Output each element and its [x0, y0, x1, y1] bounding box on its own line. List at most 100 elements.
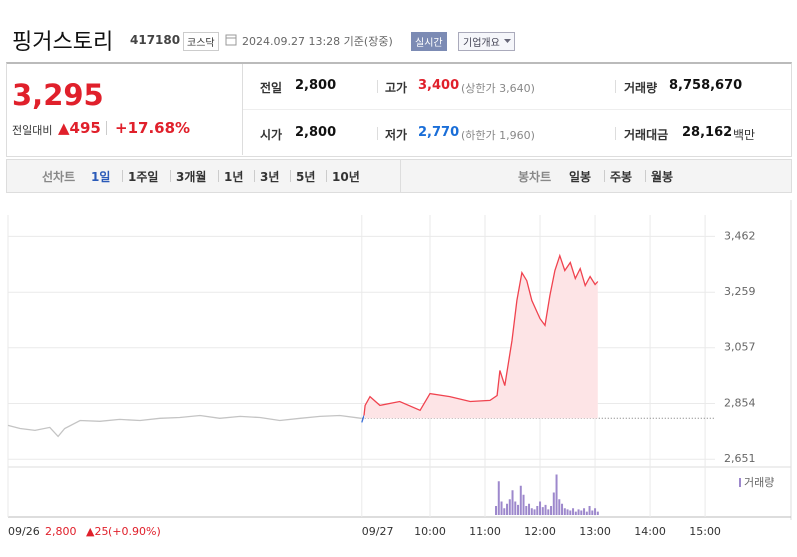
- stat-label: 시가: [260, 128, 283, 142]
- realtime-badge[interactable]: 실시간: [411, 32, 447, 51]
- legend-swatch: [739, 478, 741, 487]
- tab-bar: [6, 159, 792, 193]
- change-label: 전일대비: [12, 124, 53, 137]
- tab[interactable]: 3년: [260, 170, 280, 184]
- separator: [615, 80, 616, 93]
- line: [7, 414, 362, 438]
- volume-bar: [566, 509, 569, 515]
- tab[interactable]: 5년: [296, 170, 316, 184]
- volume-bar: [563, 508, 566, 515]
- separator: [645, 170, 646, 182]
- volume-bar: [506, 503, 509, 515]
- stat-value: 2,770: [418, 125, 460, 140]
- separator: [615, 127, 616, 140]
- legend-label: 거래량: [744, 476, 774, 489]
- volume-bar: [574, 511, 577, 515]
- volume-bar: [596, 511, 599, 515]
- volume-bar: [583, 508, 586, 515]
- divider: [243, 109, 791, 110]
- stat-label: 저가: [385, 128, 408, 142]
- y-tick-label: 3,462: [724, 229, 756, 242]
- volume-bar: [585, 511, 588, 515]
- line: [363, 253, 599, 416]
- stat-note: (하한가 1,960): [461, 129, 535, 142]
- volume-bar: [503, 508, 506, 515]
- stat-unit: 백만: [733, 128, 756, 142]
- volume-bar: [561, 503, 564, 515]
- separator: [122, 170, 123, 182]
- volume-bar: [533, 509, 536, 515]
- separator: [170, 170, 171, 182]
- separator: [377, 127, 378, 140]
- tab[interactable]: 봉차트: [518, 170, 552, 184]
- stat-value: 8,758,670: [669, 78, 743, 93]
- volume-bar: [536, 506, 539, 515]
- separator: [326, 170, 327, 182]
- y-tick-label: 2,854: [724, 396, 756, 409]
- stock-title: 핑거스토리: [12, 30, 114, 55]
- stat-label: 거래량: [624, 81, 658, 95]
- tab[interactable]: 10년: [332, 170, 360, 184]
- stat-note: (상한가 3,640): [461, 82, 535, 95]
- volume-bar: [555, 474, 558, 515]
- volume-bar: [539, 501, 542, 515]
- y-tick-label: 2,651: [724, 452, 756, 465]
- volume-bar: [572, 508, 575, 515]
- change: ▲495: [58, 119, 101, 137]
- separator: [218, 170, 219, 182]
- volume-bar: [530, 508, 533, 515]
- divider: [400, 160, 401, 192]
- price: 3,295: [12, 78, 104, 112]
- quote-box: [6, 62, 792, 157]
- stat-value: 2,800: [295, 78, 337, 93]
- divider: [242, 64, 243, 155]
- separator: [290, 170, 291, 182]
- stat-value: 28,162: [682, 125, 733, 140]
- tab[interactable]: 3개월: [176, 170, 207, 184]
- volume-bar: [552, 492, 555, 515]
- x-tick-label: 14:00: [634, 525, 666, 538]
- volume-bar: [591, 510, 594, 515]
- tab[interactable]: 1년: [224, 170, 244, 184]
- separator: [254, 170, 255, 182]
- volume-bar: [525, 506, 528, 515]
- x-tick-label: 09/27: [362, 525, 394, 538]
- timestamp: 2024.09.27 13:28 기준(장중): [242, 35, 393, 48]
- tab[interactable]: 주봉: [610, 170, 633, 184]
- change-rate: +17.68%: [115, 119, 191, 137]
- volume-bar: [508, 499, 511, 515]
- tab[interactable]: 월봉: [651, 170, 674, 184]
- tab[interactable]: 일봉: [569, 170, 592, 184]
- stat-label: 전일: [260, 81, 283, 95]
- volume-bar: [569, 510, 572, 515]
- separator: [377, 80, 378, 93]
- prev-day-change: ▲25: [86, 525, 108, 538]
- y-tick-label: 3,057: [724, 341, 756, 354]
- stock-code: 417180: [130, 33, 181, 47]
- volume-bar: [541, 507, 544, 515]
- stat-label: 고가: [385, 81, 408, 95]
- calendar-icon: [225, 34, 237, 46]
- volume-bar: [495, 506, 498, 515]
- company-overview[interactable]: 기업개요: [458, 32, 515, 51]
- y-tick-label: 3,259: [724, 285, 756, 298]
- market-badge: 코스닥: [183, 32, 219, 51]
- stat-label: 거래대금: [624, 128, 669, 142]
- volume-bar: [580, 510, 583, 515]
- volume-bar: [547, 509, 550, 515]
- area: [364, 255, 598, 419]
- tab[interactable]: 선차트: [42, 170, 76, 184]
- x-tick-label: 15:00: [689, 525, 721, 538]
- separator: [106, 121, 107, 135]
- volume-bar: [517, 504, 520, 515]
- x-tick-label: 09/26: [8, 525, 40, 538]
- company-overview-label: 기업개요: [463, 38, 500, 49]
- stat-value: 2,800: [295, 125, 337, 140]
- volume-bar: [528, 503, 531, 515]
- tab[interactable]: 1일: [91, 170, 111, 184]
- tab[interactable]: 1주일: [128, 170, 159, 184]
- volume-bar: [500, 501, 503, 515]
- x-tick-label: 10:00: [414, 525, 446, 538]
